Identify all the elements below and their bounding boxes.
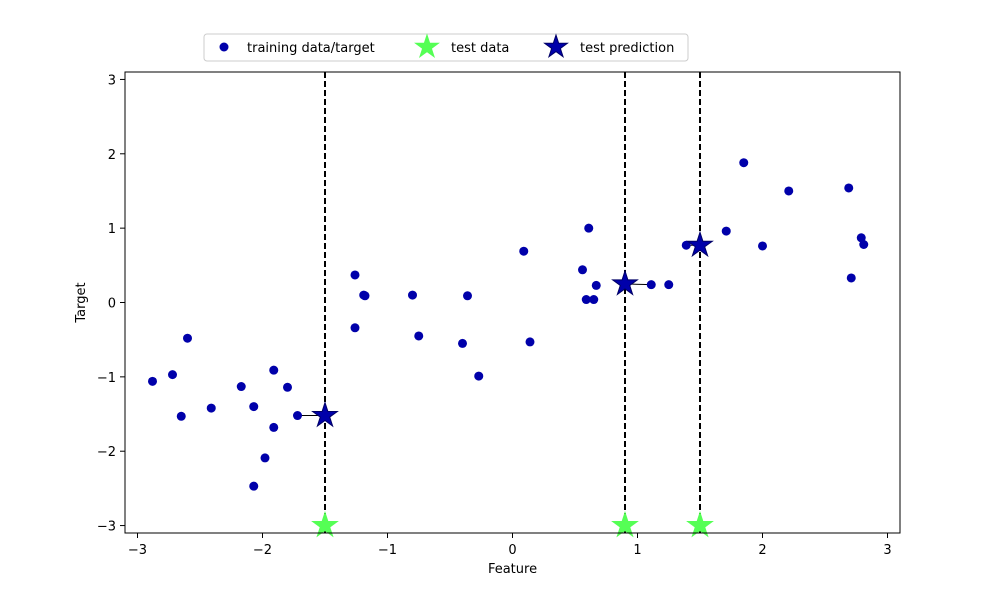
legend: training data/target test data test pred… [203, 33, 689, 62]
test-data-star [611, 510, 639, 538]
y-axis-label: Target [74, 282, 89, 323]
test-prediction-star [686, 230, 714, 258]
training-point [260, 453, 270, 463]
x-tick-label: 0 [508, 543, 516, 558]
training-point [591, 280, 601, 290]
training-point [206, 403, 216, 413]
training-point [525, 337, 535, 347]
legend-prediction-marker [543, 33, 569, 59]
y-tick-label: −1 [97, 371, 116, 386]
x-tick-label: 1 [633, 543, 641, 558]
training-point [859, 240, 869, 250]
training-point [168, 370, 177, 380]
training-point [176, 411, 186, 421]
training-point [269, 365, 279, 375]
training-point [519, 246, 529, 256]
y-tick-label: −3 [97, 520, 116, 535]
training-point [408, 290, 417, 300]
legend-prediction-label: test prediction [580, 41, 674, 56]
training-point [578, 265, 587, 275]
training-point [249, 402, 259, 412]
training-point [681, 240, 691, 250]
training-point [758, 241, 767, 251]
x-tick-label: 2 [758, 543, 766, 558]
test-prediction-star [611, 269, 639, 296]
training-point [474, 371, 484, 381]
test-data-star [311, 510, 339, 538]
training-point [581, 295, 591, 305]
training-point [784, 186, 794, 196]
legend-prediction-star [543, 33, 569, 59]
training-point [844, 183, 854, 193]
y-tick-label: 1 [108, 222, 116, 237]
training-point [846, 273, 856, 283]
training-point [458, 338, 467, 348]
training-point [283, 382, 292, 392]
training-point [350, 323, 360, 333]
training-point [414, 331, 424, 341]
training-points [148, 158, 869, 491]
y-axis-ticks: −3 −2 −1 0 1 2 3 [97, 73, 125, 535]
legend-training-label: training data/target [247, 41, 375, 56]
vertical-lines [324, 72, 701, 533]
x-tick-label: −1 [378, 543, 397, 558]
y-tick-label: 0 [108, 297, 116, 312]
test-points [311, 510, 714, 538]
x-tick-label: −3 [128, 543, 147, 558]
prediction-points [311, 230, 714, 428]
test-data-star [686, 510, 714, 538]
legend-test-star [414, 33, 440, 59]
training-point [269, 422, 279, 432]
legend-training-marker [219, 42, 229, 52]
training-point [360, 291, 370, 301]
training-point [236, 382, 246, 392]
training-point [183, 333, 192, 343]
legend-test-marker [414, 33, 440, 59]
training-point [350, 270, 360, 280]
training-point [739, 158, 749, 168]
y-tick-label: 2 [108, 148, 116, 163]
plot-area [125, 72, 900, 533]
training-point [293, 411, 302, 421]
training-point [584, 223, 594, 233]
training-point [664, 280, 674, 290]
training-point [249, 481, 259, 491]
x-tick-label: 3 [883, 543, 891, 558]
training-point [148, 376, 157, 386]
x-axis-label: Feature [488, 562, 537, 577]
x-tick-label: −2 [253, 543, 272, 558]
training-point [646, 280, 656, 290]
training-point [721, 226, 731, 236]
y-tick-label: 3 [108, 73, 116, 88]
legend-test-label: test data [451, 41, 509, 56]
training-point [463, 291, 472, 301]
legend-box [203, 33, 689, 62]
training-point [589, 295, 599, 305]
x-axis-ticks: −3 −2 −1 0 1 2 3 [128, 533, 892, 558]
test-prediction-star [311, 400, 339, 428]
y-tick-label: −2 [97, 445, 116, 460]
